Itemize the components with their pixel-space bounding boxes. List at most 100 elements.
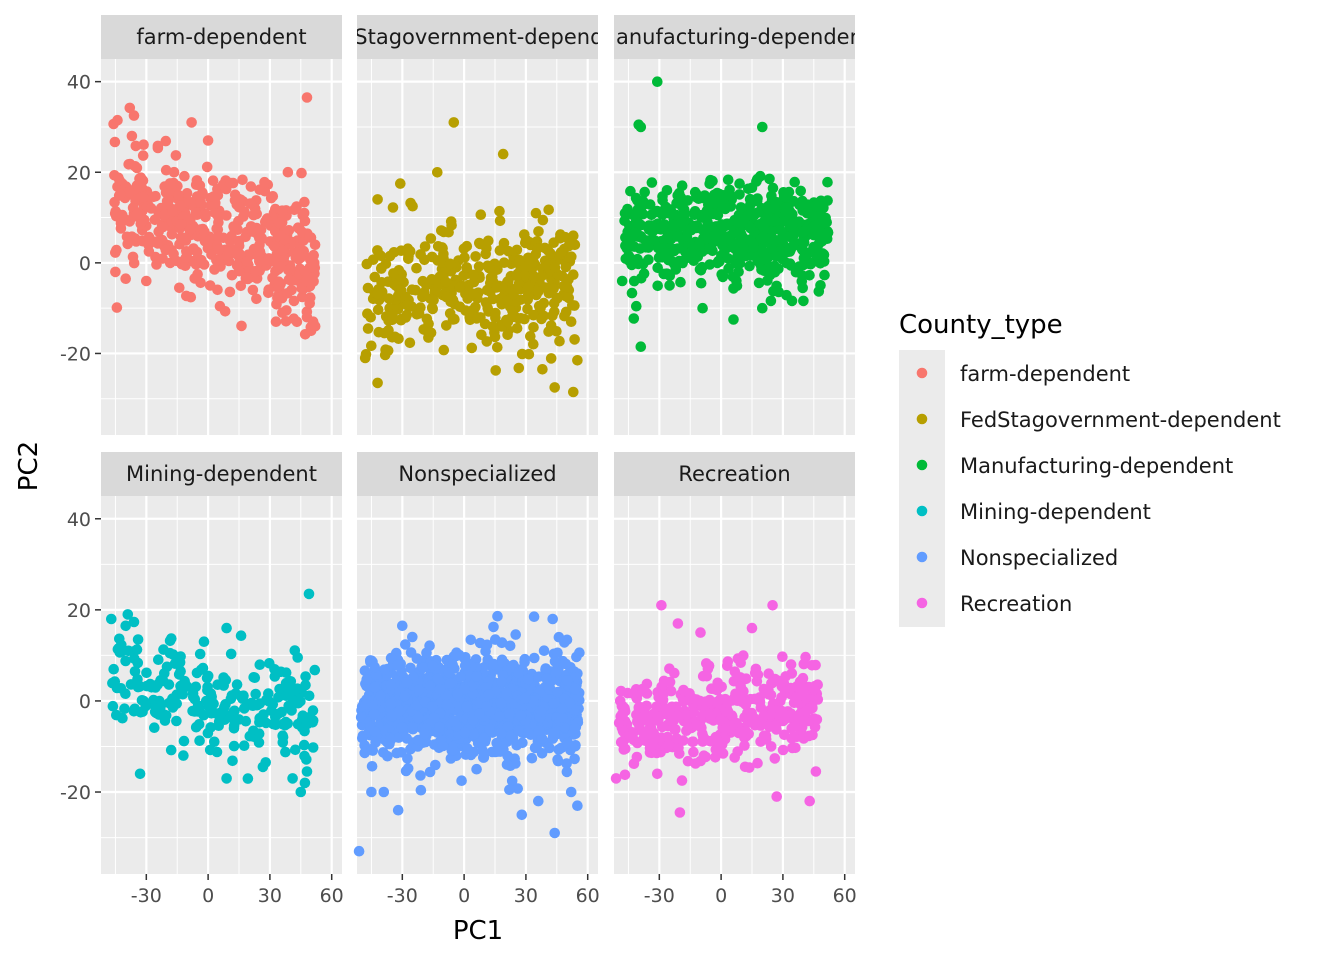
data-point	[707, 175, 718, 187]
data-point	[672, 618, 684, 629]
data-point	[765, 264, 777, 276]
data-point	[301, 766, 313, 777]
data-point	[241, 272, 253, 283]
data-point	[477, 745, 489, 757]
x-tick-label: -30	[131, 885, 162, 907]
data-point	[814, 232, 825, 243]
data-point	[739, 740, 750, 751]
data-point	[369, 271, 381, 283]
data-point	[226, 230, 237, 242]
data-point	[179, 170, 190, 182]
data-point	[299, 725, 310, 737]
data-point	[372, 194, 383, 205]
data-point	[452, 688, 463, 700]
data-point	[751, 195, 763, 207]
data-point	[177, 688, 189, 700]
data-point	[372, 288, 383, 300]
data-point	[556, 703, 568, 714]
data-point	[173, 189, 184, 201]
data-point	[488, 658, 499, 670]
facet-strip-label: Nonspecialized	[398, 462, 556, 486]
data-point	[496, 676, 507, 687]
data-point	[676, 775, 688, 786]
data-point	[758, 711, 769, 722]
data-point	[716, 219, 727, 230]
data-point	[735, 657, 746, 668]
data-point	[744, 260, 755, 272]
data-point	[549, 656, 561, 667]
data-point	[802, 199, 813, 210]
data-point	[107, 700, 119, 712]
data-point	[619, 215, 630, 227]
legend-label: farm-dependent	[960, 362, 1130, 386]
data-point	[715, 714, 726, 726]
data-point	[522, 727, 534, 739]
data-point	[641, 678, 653, 690]
data-point	[490, 312, 501, 324]
legend-key	[916, 505, 928, 517]
data-point	[678, 684, 689, 696]
data-point	[401, 299, 413, 311]
data-point	[519, 656, 530, 668]
data-point	[432, 167, 443, 178]
data-point	[553, 744, 565, 755]
data-point	[776, 692, 787, 703]
data-point	[366, 340, 377, 352]
data-point	[552, 686, 563, 698]
data-point	[662, 231, 673, 243]
data-point	[244, 730, 256, 742]
x-axis-title: PC1	[453, 916, 503, 946]
data-point	[270, 316, 282, 328]
data-point	[661, 185, 673, 196]
facet-panel-3: Manufacturing-dependent	[614, 15, 855, 435]
data-point	[400, 639, 411, 650]
data-point	[204, 280, 216, 291]
data-point	[163, 194, 175, 206]
data-point	[228, 221, 239, 232]
data-point	[266, 705, 277, 716]
data-point	[450, 650, 462, 662]
data-point	[554, 335, 565, 347]
data-point	[495, 697, 507, 709]
data-point	[468, 729, 480, 740]
data-point	[821, 217, 832, 228]
data-point	[178, 735, 190, 747]
data-point	[134, 768, 146, 780]
data-point	[722, 174, 734, 186]
data-point	[491, 737, 503, 749]
data-point	[233, 265, 245, 277]
facet-strip	[101, 452, 342, 496]
data-point	[551, 326, 562, 337]
data-point	[419, 241, 431, 252]
facet-strip	[101, 15, 342, 59]
data-point	[413, 684, 425, 696]
data-point	[615, 711, 626, 722]
data-point	[685, 246, 697, 258]
data-point	[535, 705, 547, 717]
data-point	[666, 207, 677, 218]
data-point	[777, 744, 789, 756]
data-point	[375, 250, 387, 261]
data-point	[822, 227, 834, 238]
data-point	[167, 693, 178, 704]
data-point	[440, 277, 452, 288]
data-point	[682, 755, 694, 767]
data-point	[771, 791, 782, 802]
data-point	[190, 207, 201, 219]
data-point	[533, 300, 545, 312]
y-tick-label: 40	[67, 509, 91, 531]
facet-strip	[357, 452, 598, 496]
data-point	[413, 712, 424, 724]
data-point	[746, 622, 758, 634]
data-point	[666, 701, 678, 713]
data-point	[513, 362, 525, 374]
data-point	[503, 245, 514, 257]
data-point	[309, 321, 321, 332]
data-point	[537, 364, 548, 375]
data-point	[681, 709, 692, 721]
data-point	[204, 744, 216, 756]
data-point	[238, 740, 250, 751]
data-point	[309, 664, 321, 676]
data-point	[455, 671, 467, 683]
data-point	[120, 655, 131, 667]
